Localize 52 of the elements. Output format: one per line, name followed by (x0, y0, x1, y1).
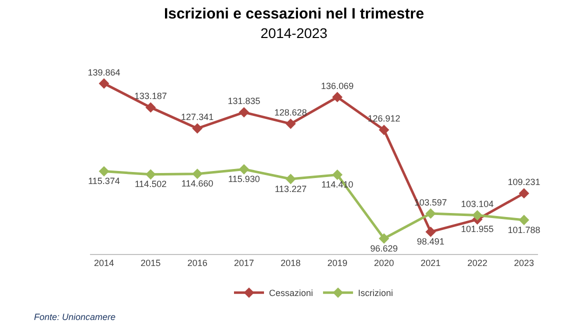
source-note: Fonte: Unioncamere (34, 312, 116, 322)
point (285, 174, 296, 184)
x-tick-label: 2020 (374, 258, 394, 268)
x-tick-label: 2014 (94, 258, 114, 268)
point (285, 118, 296, 129)
data-label: 115.930 (228, 174, 260, 184)
data-label: 131.835 (228, 96, 260, 106)
point (238, 164, 250, 174)
chart-subtitle: 2014-2023 (260, 24, 328, 41)
data-label: 113.227 (274, 184, 307, 194)
data-label: 114.660 (181, 178, 214, 189)
legend-label: Cessazioni (269, 288, 314, 298)
data-label: 128.628 (274, 108, 307, 118)
point (518, 214, 530, 226)
data-label: 133.187 (134, 91, 167, 102)
x-tick-label: 2022 (467, 258, 488, 268)
point (332, 170, 343, 180)
data-label: 109.231 (508, 177, 540, 188)
x-tick-label: 2019 (327, 258, 348, 268)
data-label: 103.104 (461, 199, 494, 210)
chart-title: Iscrizioni e cessazioni nel I trimestre (164, 5, 424, 22)
point (192, 123, 203, 134)
point (425, 208, 436, 219)
x-tick-label: 2023 (514, 258, 534, 268)
point (192, 168, 203, 180)
point (472, 210, 483, 220)
data-label: 96.629 (370, 243, 398, 254)
point (518, 188, 530, 199)
point (378, 233, 390, 244)
x-tick-label: 2016 (187, 258, 208, 268)
data-label: 136.069 (321, 80, 354, 91)
x-tick-label: 2015 (140, 258, 161, 268)
data-label: 115.374 (88, 176, 120, 186)
data-label: 139.864 (88, 67, 120, 78)
x-tick-label: 2021 (420, 258, 441, 268)
data-label: 101.788 (508, 224, 540, 235)
point (145, 169, 156, 180)
data-label: 127.341 (181, 112, 214, 122)
point (145, 102, 156, 113)
legend-label: Iscrizioni (358, 288, 394, 298)
data-label: 101.955 (461, 224, 494, 234)
x-tick-label: 2018 (280, 258, 301, 268)
point (98, 78, 110, 89)
x-tick-label: 2017 (234, 258, 254, 268)
data-label: 114.502 (134, 179, 167, 190)
point (425, 226, 436, 238)
point (332, 92, 343, 102)
data-label: 126.912 (368, 114, 400, 124)
point (378, 124, 390, 136)
point (238, 107, 250, 118)
data-label: 98.491 (416, 236, 444, 247)
point (98, 166, 110, 176)
